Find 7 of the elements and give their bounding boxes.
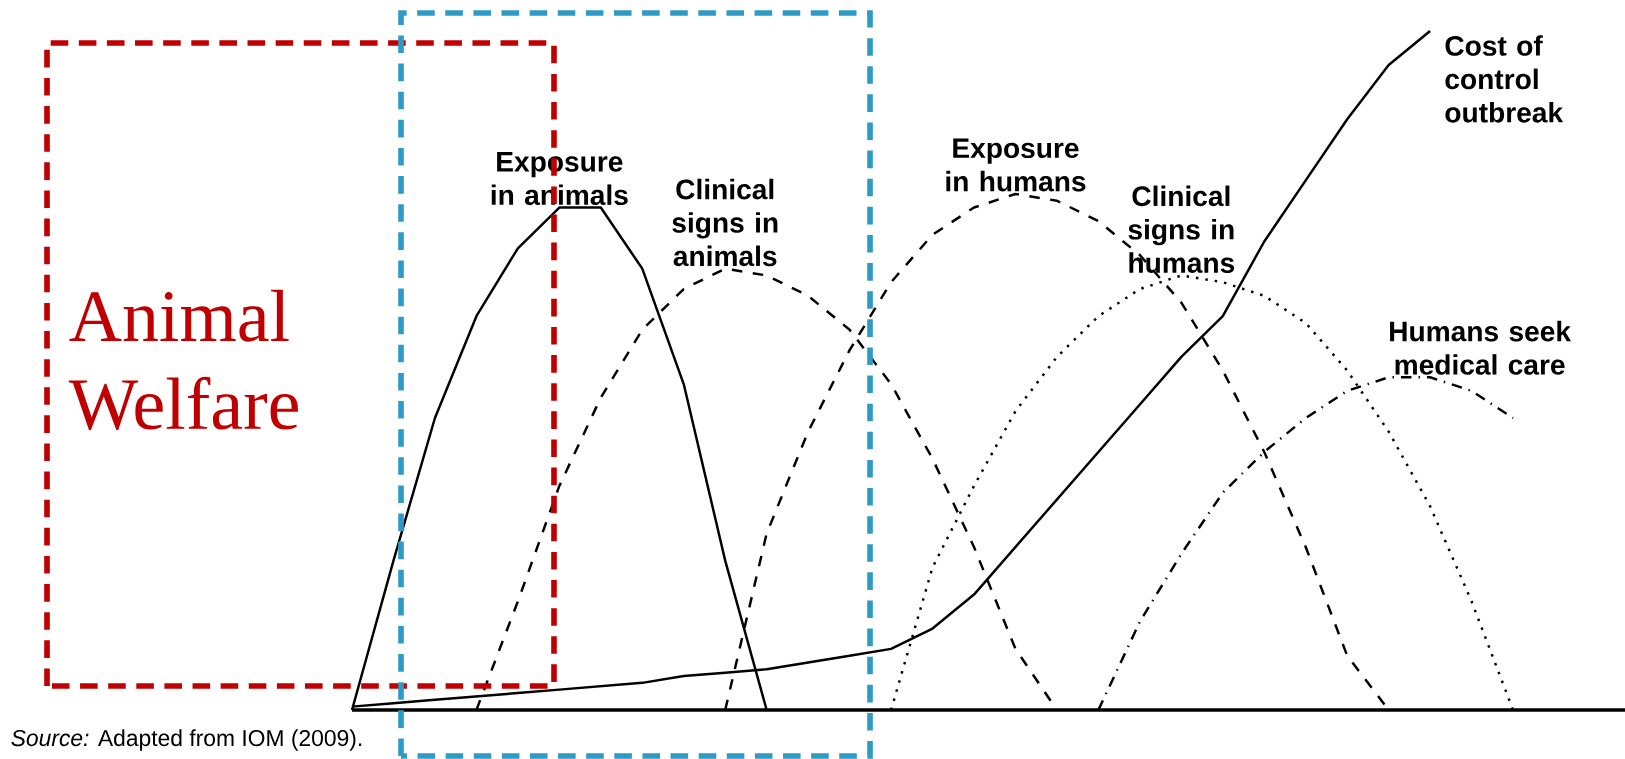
series-label: Clinical signs in humans <box>1128 185 1235 273</box>
series-label: Clinical signs in animals <box>672 178 778 267</box>
series-label: Cost of control outbreak <box>1445 35 1564 123</box>
series-label: Humans seek medical care <box>1390 320 1572 375</box>
series-label: Exposure in humans <box>946 138 1086 192</box>
text: Source: Adapted from IOM (2009). <box>11 729 362 751</box>
text: Animal Welfare <box>68 289 298 430</box>
